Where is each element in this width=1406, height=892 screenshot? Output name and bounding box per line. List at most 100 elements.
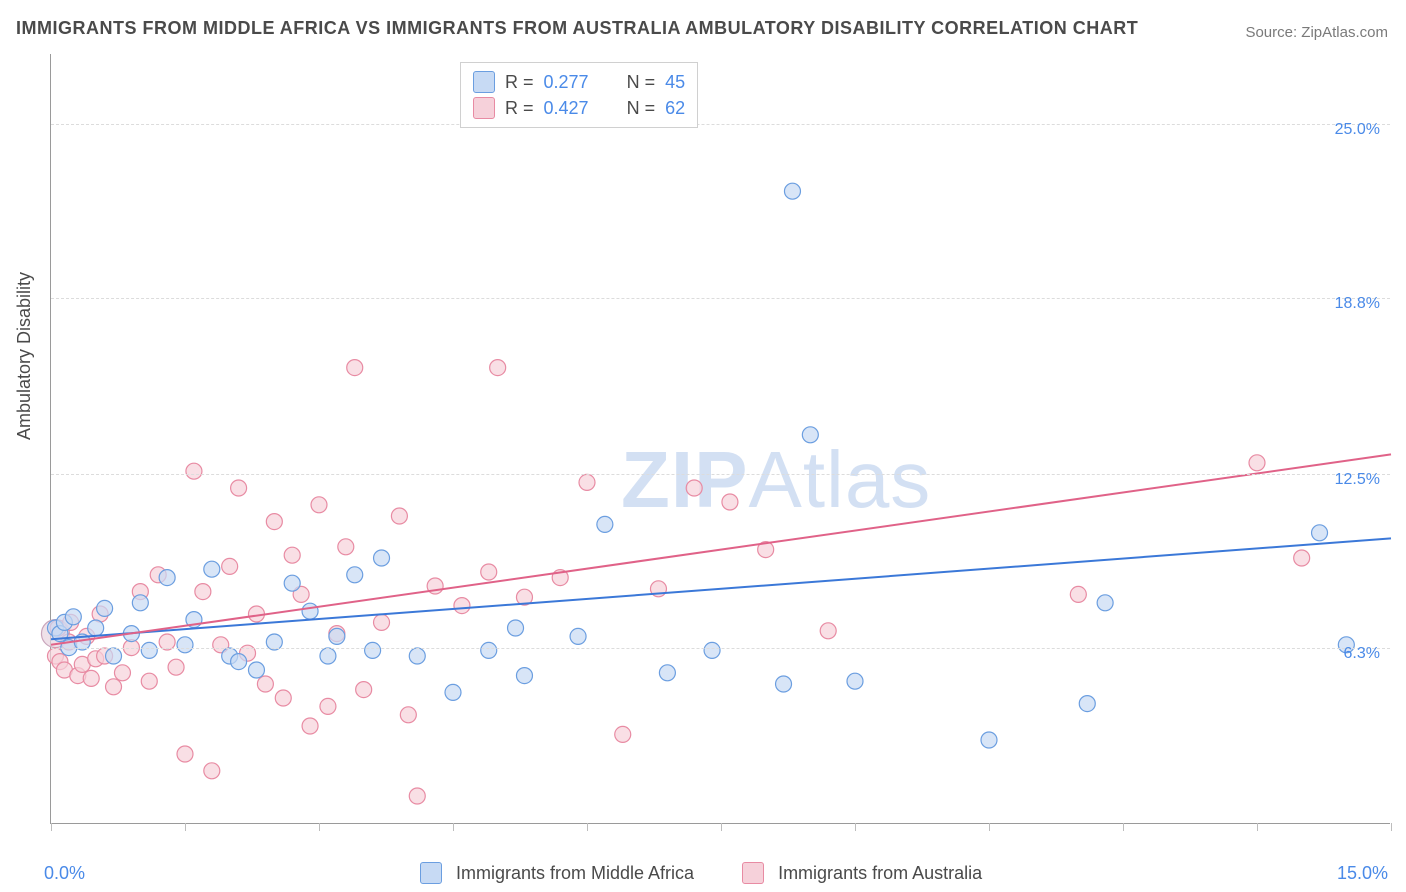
scatter-point xyxy=(97,600,113,616)
x-tick xyxy=(1391,823,1392,831)
r-value-blue: 0.277 xyxy=(544,72,589,93)
swatch-blue-bottom xyxy=(420,862,442,884)
r-value-pink: 0.427 xyxy=(544,98,589,119)
series-legend: Immigrants from Middle Africa Immigrants… xyxy=(420,862,982,884)
scatter-point xyxy=(266,514,282,530)
r-label: R = xyxy=(505,72,534,93)
scatter-point xyxy=(579,474,595,490)
scatter-point xyxy=(231,654,247,670)
scatter-point xyxy=(347,567,363,583)
scatter-point xyxy=(195,584,211,600)
correlation-row-blue: R = 0.277 N = 45 xyxy=(473,69,685,95)
n-value-blue: 45 xyxy=(665,72,685,93)
scatter-point xyxy=(659,665,675,681)
correlation-row-pink: R = 0.427 N = 62 xyxy=(473,95,685,121)
scatter-point xyxy=(784,183,800,199)
x-tick xyxy=(1123,823,1124,831)
x-tick xyxy=(51,823,52,831)
scatter-point xyxy=(686,480,702,496)
scatter-point xyxy=(248,662,264,678)
scatter-point xyxy=(365,642,381,658)
scatter-point xyxy=(329,628,345,644)
trend-line xyxy=(51,538,1391,639)
scatter-point xyxy=(311,497,327,513)
scatter-point xyxy=(356,682,372,698)
scatter-point xyxy=(177,746,193,762)
scatter-point xyxy=(481,564,497,580)
scatter-point xyxy=(597,516,613,532)
gridline xyxy=(51,648,1390,649)
x-axis-min-label: 0.0% xyxy=(44,863,85,884)
scatter-point xyxy=(802,427,818,443)
scatter-point xyxy=(615,726,631,742)
scatter-point xyxy=(320,698,336,714)
y-axis-label: Ambulatory Disability xyxy=(14,272,35,440)
scatter-point xyxy=(338,539,354,555)
scatter-point xyxy=(284,547,300,563)
scatter-point xyxy=(186,463,202,479)
plot-area: ZIPAtlas 6.3%12.5%18.8%25.0% xyxy=(50,54,1390,824)
scatter-point xyxy=(570,628,586,644)
swatch-pink xyxy=(473,97,495,119)
r-label: R = xyxy=(505,98,534,119)
scatter-point xyxy=(347,360,363,376)
x-tick xyxy=(721,823,722,831)
trend-line xyxy=(51,454,1391,644)
source-attribution: Source: ZipAtlas.com xyxy=(1245,24,1388,41)
scatter-point xyxy=(400,707,416,723)
scatter-point xyxy=(1070,586,1086,602)
scatter-point xyxy=(114,665,130,681)
scatter-point xyxy=(481,642,497,658)
scatter-point xyxy=(88,620,104,636)
scatter-point xyxy=(1294,550,1310,566)
scatter-point xyxy=(391,508,407,524)
y-tick-label: 12.5% xyxy=(1335,471,1380,489)
scatter-point xyxy=(302,603,318,619)
chart-title: IMMIGRANTS FROM MIDDLE AFRICA VS IMMIGRA… xyxy=(16,18,1138,39)
x-tick xyxy=(319,823,320,831)
gridline xyxy=(51,298,1390,299)
swatch-pink-bottom xyxy=(742,862,764,884)
y-tick-label: 25.0% xyxy=(1335,121,1380,139)
scatter-point xyxy=(257,676,273,692)
scatter-point xyxy=(776,676,792,692)
scatter-point xyxy=(820,623,836,639)
legend-label-pink: Immigrants from Australia xyxy=(778,863,982,884)
scatter-point xyxy=(302,718,318,734)
scatter-point xyxy=(981,732,997,748)
x-tick xyxy=(453,823,454,831)
scatter-point xyxy=(168,659,184,675)
x-tick xyxy=(185,823,186,831)
scatter-point xyxy=(847,673,863,689)
scatter-point xyxy=(1097,595,1113,611)
scatter-point xyxy=(106,648,122,664)
gridline xyxy=(51,124,1390,125)
scatter-point xyxy=(204,763,220,779)
scatter-point xyxy=(141,642,157,658)
gridline xyxy=(51,474,1390,475)
scatter-point xyxy=(141,673,157,689)
scatter-point xyxy=(65,609,81,625)
scatter-point xyxy=(409,648,425,664)
scatter-point xyxy=(106,679,122,695)
scatter-point xyxy=(275,690,291,706)
scatter-point xyxy=(409,788,425,804)
x-tick xyxy=(855,823,856,831)
scatter-point xyxy=(1312,525,1328,541)
scatter-point xyxy=(320,648,336,664)
x-tick xyxy=(587,823,588,831)
scatter-point xyxy=(454,598,470,614)
x-tick xyxy=(989,823,990,831)
scatter-point xyxy=(508,620,524,636)
scatter-point xyxy=(177,637,193,653)
scatter-point xyxy=(490,360,506,376)
n-label: N = xyxy=(627,72,656,93)
scatter-point xyxy=(374,614,390,630)
scatter-point xyxy=(704,642,720,658)
scatter-point xyxy=(722,494,738,510)
y-tick-label: 6.3% xyxy=(1344,645,1380,663)
scatter-point xyxy=(231,480,247,496)
scatter-point xyxy=(374,550,390,566)
scatter-point xyxy=(284,575,300,591)
scatter-point xyxy=(222,558,238,574)
